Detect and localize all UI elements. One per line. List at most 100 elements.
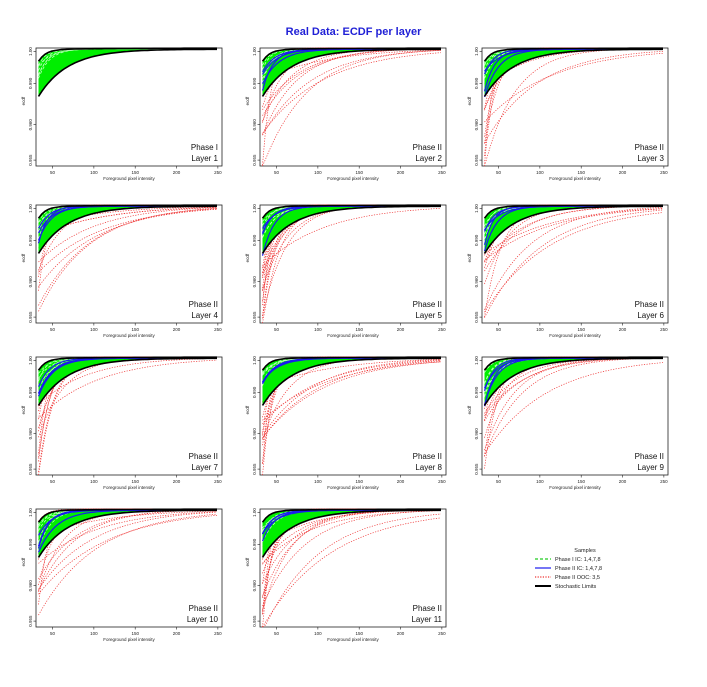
y-tick-label: 0.955: [28, 615, 33, 627]
y-tick-label: 1.00: [474, 47, 479, 56]
x-tick-label: 150: [355, 170, 363, 175]
x-tick-label: 200: [397, 631, 405, 636]
x-tick-label: 250: [660, 170, 668, 175]
x-tick-label: 50: [274, 170, 280, 175]
x-tick-label: 100: [90, 631, 98, 636]
panel-5: 50 100 150 200 250 0.955 0.960 0.990 1.00 Foregro…: [245, 204, 447, 338]
y-tick-label: 1.00: [28, 47, 33, 56]
y-tick-label: 0.955: [28, 463, 33, 475]
ooc-curve: [484, 208, 664, 255]
stochastic-limit-upper: [37, 508, 217, 523]
phase1-ic-band: [484, 205, 663, 254]
phase1-ic-band: [484, 48, 663, 97]
panel-11: 50 100 150 200 250 0.955 0.960 0.990 1.00 Foregro…: [245, 508, 447, 642]
phase-label: Phase I: [191, 143, 218, 152]
y-tick-label: 0.960: [252, 119, 257, 131]
ooc-curve: [262, 359, 442, 425]
x-tick-label: 150: [577, 327, 585, 332]
x-axis-label: Foreground pixel intensity: [103, 637, 155, 642]
layer-label: Layer 5: [415, 311, 442, 320]
y-tick-label: 0.990: [474, 77, 479, 89]
x-axis-label: Foreground pixel intensity: [103, 333, 155, 338]
stochastic-limit-upper: [37, 356, 217, 371]
phase1-ic-band: [38, 48, 217, 97]
x-axis-label: Foreground pixel intensity: [327, 176, 379, 181]
stochastic-limit-upper: [261, 508, 441, 523]
x-tick-label: 150: [131, 479, 139, 484]
ooc-curve: [484, 362, 664, 454]
x-tick-label: 250: [438, 170, 446, 175]
stochastic-limit-lower: [261, 48, 441, 97]
ooc-curve: [262, 517, 442, 628]
phase-label: Phase II: [413, 300, 442, 309]
ooc-curve: [38, 509, 218, 580]
x-tick-label: 100: [536, 170, 544, 175]
stochastic-limit-lower: [37, 357, 217, 406]
y-tick-label: 1.00: [28, 356, 33, 365]
stochastic-limit-lower: [261, 509, 441, 558]
x-tick-label: 50: [496, 170, 502, 175]
layer-label: Layer 6: [637, 311, 664, 320]
y-tick-label: 0.960: [474, 119, 479, 131]
ooc-curve: [38, 207, 218, 312]
y-tick-label: 0.955: [474, 463, 479, 475]
panel-6: 50 100 150 200 250 0.955 0.960 0.990 1.00 Foregro…: [467, 204, 669, 338]
y-tick-label: 1.00: [28, 508, 33, 517]
x-tick-label: 50: [496, 479, 502, 484]
ooc-curve: [484, 208, 664, 261]
phase1-ic-band: [262, 205, 441, 254]
stochastic-limit-lower: [483, 205, 663, 254]
y-tick-label: 0.955: [474, 311, 479, 323]
ooc-curve: [484, 212, 664, 313]
phase1-ic-band: [38, 357, 217, 406]
x-tick-label: 50: [50, 170, 56, 175]
ooc-curve: [38, 207, 218, 263]
y-tick-label: 0.960: [252, 580, 257, 592]
ooc-curve: [38, 514, 218, 595]
y-axis-label: ecdf: [21, 405, 26, 414]
y-tick-label: 0.955: [252, 463, 257, 475]
stochastic-limit-upper: [261, 356, 441, 371]
x-tick-label: 250: [660, 479, 668, 484]
phase-label: Phase II: [413, 143, 442, 152]
x-tick-label: 100: [536, 327, 544, 332]
stochastic-limit-lower: [37, 48, 217, 97]
x-tick-label: 250: [214, 327, 222, 332]
y-tick-label: 0.990: [28, 234, 33, 246]
x-tick-label: 50: [496, 327, 502, 332]
stochastic-limit-upper: [37, 47, 217, 62]
y-tick-label: 0.990: [474, 386, 479, 398]
y-tick-label: 0.990: [474, 234, 479, 246]
x-tick-label: 100: [314, 170, 322, 175]
phase1-ic-band: [38, 205, 217, 254]
y-axis-label: ecdf: [467, 253, 472, 262]
ooc-curve: [484, 52, 664, 123]
x-tick-label: 250: [214, 170, 222, 175]
layer-label: Layer 11: [411, 615, 442, 624]
stochastic-limit-upper: [483, 47, 663, 62]
ooc-curve: [38, 208, 218, 306]
x-tick-label: 150: [355, 631, 363, 636]
x-tick-label: 250: [660, 327, 668, 332]
panel-7: 50 100 150 200 250 0.955 0.960 0.990 1.00 Foregro…: [21, 356, 223, 490]
y-tick-label: 0.990: [28, 77, 33, 89]
phase-label: Phase II: [413, 604, 442, 613]
x-tick-label: 100: [314, 631, 322, 636]
y-axis-label: ecdf: [245, 253, 250, 262]
x-tick-label: 150: [355, 479, 363, 484]
x-tick-label: 250: [438, 631, 446, 636]
ooc-curve: [262, 509, 442, 547]
y-tick-label: 1.00: [252, 356, 257, 365]
stochastic-limit-upper: [483, 204, 663, 219]
x-tick-label: 250: [438, 327, 446, 332]
y-axis-label: ecdf: [21, 96, 26, 105]
ooc-curve: [262, 49, 442, 80]
y-axis-label: ecdf: [245, 96, 250, 105]
y-axis-label: ecdf: [21, 253, 26, 262]
y-axis-label: ecdf: [467, 405, 472, 414]
x-tick-label: 150: [577, 479, 585, 484]
phase-label: Phase II: [189, 604, 218, 613]
x-tick-label: 50: [274, 327, 280, 332]
panel-10: 50 100 150 200 250 0.955 0.960 0.990 1.00 Foregro…: [21, 508, 223, 642]
phase1-ic-band: [262, 48, 441, 97]
